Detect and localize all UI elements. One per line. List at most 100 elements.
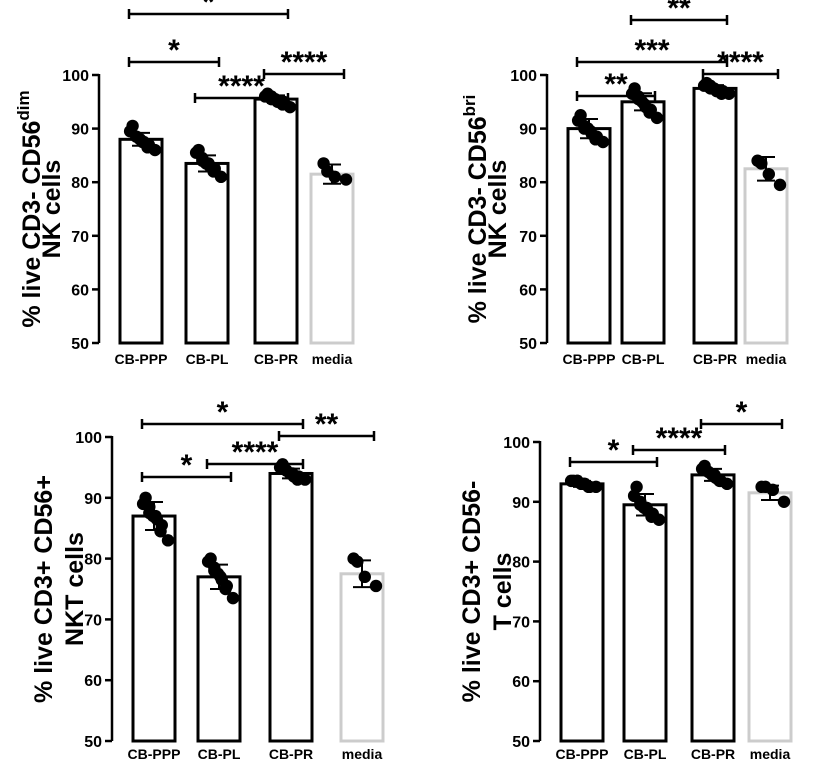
y-tick-label: 100 bbox=[75, 430, 102, 447]
y-axis-label-line: NK cells bbox=[38, 160, 66, 259]
significance-label: * bbox=[608, 434, 620, 467]
chart-panel-2: 50 60 70 80 90 100 % live CD3- CD56bri NK cells… bbox=[460, 0, 789, 367]
bar-media bbox=[339, 572, 385, 743]
y-axis-label: % live CD3- CD56bri NK cells bbox=[460, 95, 512, 324]
data-point bbox=[762, 167, 775, 181]
significance-label: * bbox=[217, 396, 229, 429]
significance-label: * bbox=[168, 34, 180, 67]
data-point bbox=[148, 143, 162, 157]
data-point bbox=[161, 534, 175, 547]
x-category-label: CB-PPP bbox=[556, 746, 609, 762]
chart-panel-1: 50 60 70 80 90 100 % live CD3- CD56dim NK cells… bbox=[14, 0, 355, 367]
bar-media bbox=[747, 491, 793, 743]
y-tick-label: 70 bbox=[84, 612, 102, 629]
y-tick-label: 90 bbox=[512, 495, 530, 512]
bar-cb-pl bbox=[622, 503, 668, 743]
data-point bbox=[650, 111, 664, 125]
y-axis-label-line: NK cells bbox=[484, 160, 512, 259]
bar-cb-ppp bbox=[566, 127, 612, 345]
data-point bbox=[720, 477, 734, 491]
chart-panel-4: 50 60 70 80 90 100 % live CD3+ CD56- T cells CB-… bbox=[458, 396, 793, 762]
data-point bbox=[328, 170, 341, 184]
data-point bbox=[766, 483, 779, 497]
y-tick-label: 100 bbox=[510, 68, 537, 85]
x-category-label: CB-PR bbox=[693, 351, 737, 367]
data-point bbox=[722, 87, 736, 100]
chart-panel-3: 50 60 70 80 90 100 % live CD3+ CD56+ NKT cells C… bbox=[30, 396, 385, 762]
y-tick-label: 100 bbox=[62, 68, 89, 85]
data-point bbox=[154, 525, 167, 538]
significance-label: ** bbox=[604, 68, 628, 101]
data-point bbox=[596, 135, 610, 149]
y-tick-label: 70 bbox=[71, 229, 89, 246]
y-tick-label: 70 bbox=[519, 229, 537, 246]
x-category-label: media bbox=[342, 746, 383, 762]
x-category-label: CB-PPP bbox=[128, 746, 181, 762]
bar-cb-ppp bbox=[118, 137, 164, 345]
x-category-label: CB-PR bbox=[269, 746, 313, 762]
bar-media bbox=[743, 167, 789, 345]
y-tick-label: 60 bbox=[84, 673, 102, 690]
y-tick-label: 60 bbox=[71, 282, 89, 299]
y-tick-label: 50 bbox=[519, 336, 537, 353]
data-point bbox=[351, 555, 364, 568]
y-axis-label: % live CD3- CD56dim NK cells bbox=[14, 90, 66, 327]
y-tick-label: 90 bbox=[71, 122, 89, 139]
y-tick-label: 80 bbox=[84, 552, 102, 569]
y-tick-label: 50 bbox=[71, 336, 89, 353]
y-tick-label: 60 bbox=[519, 282, 537, 299]
x-category-label: CB-PPP bbox=[563, 351, 616, 367]
bar-media bbox=[309, 172, 355, 345]
data-point bbox=[358, 570, 371, 584]
significance-label: **** bbox=[218, 70, 265, 103]
x-category-label: CB-PR bbox=[254, 351, 298, 367]
data-point bbox=[226, 591, 240, 605]
significance-label: ** bbox=[667, 0, 691, 25]
significance-label: ** bbox=[315, 408, 339, 441]
y-axis-label-line: T cells bbox=[489, 553, 517, 631]
x-category-label: media bbox=[746, 351, 787, 367]
y-axis-label-superscript: dim bbox=[14, 90, 33, 120]
significance-label: * bbox=[181, 449, 193, 482]
y-axis-label: % live CD3+ CD56- T cells bbox=[458, 481, 517, 703]
significance-label: * bbox=[736, 396, 748, 429]
data-point bbox=[283, 100, 297, 114]
data-point bbox=[589, 480, 603, 494]
data-point bbox=[369, 579, 383, 593]
x-category-label: CB-PL bbox=[622, 351, 665, 367]
x-category-label: CB-PPP bbox=[115, 351, 168, 367]
y-tick-label: 90 bbox=[519, 122, 537, 139]
data-point bbox=[298, 473, 312, 486]
y-axis-label-line: % live CD3+ CD56- bbox=[458, 481, 486, 703]
y-tick-label: 90 bbox=[84, 491, 102, 508]
x-category-label: CB-PR bbox=[691, 746, 735, 762]
data-point bbox=[777, 495, 791, 508]
bar-cb-ppp bbox=[131, 514, 177, 743]
bar-cb-pr bbox=[268, 471, 314, 743]
significance-label: **** bbox=[717, 46, 764, 79]
y-tick-label: 80 bbox=[71, 175, 89, 192]
y-tick-label: 100 bbox=[503, 435, 530, 452]
y-axis-label-line: % live CD3- CD56 bbox=[464, 116, 492, 323]
data-point bbox=[214, 170, 228, 184]
bar-cb-pr bbox=[253, 97, 299, 345]
y-tick-label: 50 bbox=[84, 734, 102, 751]
y-axis-label-line: NKT cells bbox=[61, 532, 89, 646]
y-tick-label: 70 bbox=[512, 614, 530, 631]
data-point bbox=[773, 178, 787, 192]
significance-label: * bbox=[203, 0, 215, 19]
data-point bbox=[755, 157, 768, 170]
x-category-label: CB-PL bbox=[186, 351, 229, 367]
data-point bbox=[339, 173, 353, 186]
x-category-label: media bbox=[312, 351, 353, 367]
x-category-label: CB-PL bbox=[198, 746, 241, 762]
y-axis-label-line: % live CD3- CD56 bbox=[18, 121, 46, 328]
significance-label: **** bbox=[281, 46, 328, 79]
y-axis-label-superscript: bri bbox=[460, 95, 479, 117]
y-tick-label: 60 bbox=[512, 674, 530, 691]
x-category-label: media bbox=[750, 746, 791, 762]
significance-label: *** bbox=[634, 34, 669, 67]
bar-cb-pl bbox=[184, 161, 230, 345]
data-point bbox=[219, 582, 232, 596]
